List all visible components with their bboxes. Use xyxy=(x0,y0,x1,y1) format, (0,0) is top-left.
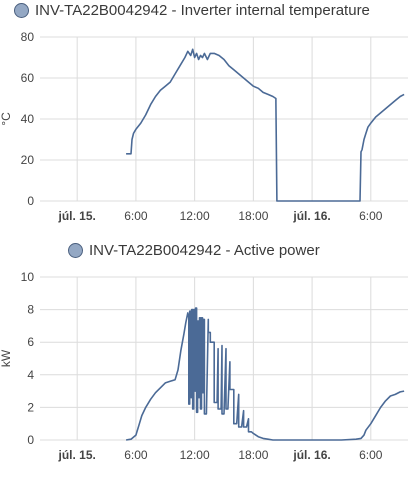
power-chart-plot[interactable]: 0 2 4 6 8 10 júl. 15. 6:00 12:00 18:00 júl. 16. 6:0… xyxy=(0,240,410,480)
x-tick-label: 6:00 xyxy=(124,448,148,462)
x-tick-label: 18:00 xyxy=(238,448,268,462)
x-tick-label: júl. 15. xyxy=(58,209,96,223)
x-tick-label: 6:00 xyxy=(124,209,148,223)
series-line xyxy=(126,48,405,202)
y-tick-label: 60 xyxy=(21,71,35,85)
x-tick-label: 12:00 xyxy=(180,209,210,223)
series-color-dot-icon xyxy=(14,3,29,18)
temperature-chart-panel: INV-TA22B0042942 - Inverter internal tem… xyxy=(0,0,410,240)
x-tick-label: júl. 15. xyxy=(58,448,96,462)
y-tick-label: 40 xyxy=(21,112,35,126)
series-line xyxy=(125,307,405,441)
y-tick-label: 0 xyxy=(27,194,34,208)
y-tick-label: 20 xyxy=(21,153,35,167)
x-tick-label: júl. 16. xyxy=(292,209,330,223)
x-tick-label: júl. 16. xyxy=(292,448,330,462)
series-color-dot-icon xyxy=(68,243,83,258)
y-tick-label: 10 xyxy=(21,270,35,284)
y-tick-label: 8 xyxy=(27,303,34,317)
x-tick-label: 12:00 xyxy=(180,448,210,462)
temperature-chart-title: INV-TA22B0042942 - Inverter internal tem… xyxy=(35,2,370,19)
y-tick-label: 0 xyxy=(27,433,34,447)
power-chart-title: INV-TA22B0042942 - Active power xyxy=(89,242,320,259)
power-chart-panel: INV-TA22B0042942 - Active power 0 2 4 6 8 10 j… xyxy=(0,240,410,480)
y-axis-label: kW xyxy=(0,349,13,367)
y-tick-label: 4 xyxy=(27,368,34,382)
temperature-legend[interactable]: INV-TA22B0042942 - Inverter internal tem… xyxy=(14,2,370,19)
x-tick-label: 6:00 xyxy=(359,209,383,223)
x-tick-label: 6:00 xyxy=(359,448,383,462)
y-tick-label: 80 xyxy=(21,30,35,44)
y-axis-label: °C xyxy=(0,112,13,126)
x-tick-label: 18:00 xyxy=(238,209,268,223)
temperature-chart-plot[interactable]: 0 20 40 60 80 júl. 15. 6:00 12:00 18:00 júl. 16. 6… xyxy=(0,0,410,240)
y-tick-label: 6 xyxy=(27,335,34,349)
y-tick-label: 2 xyxy=(27,400,34,414)
power-legend[interactable]: INV-TA22B0042942 - Active power xyxy=(68,242,320,259)
